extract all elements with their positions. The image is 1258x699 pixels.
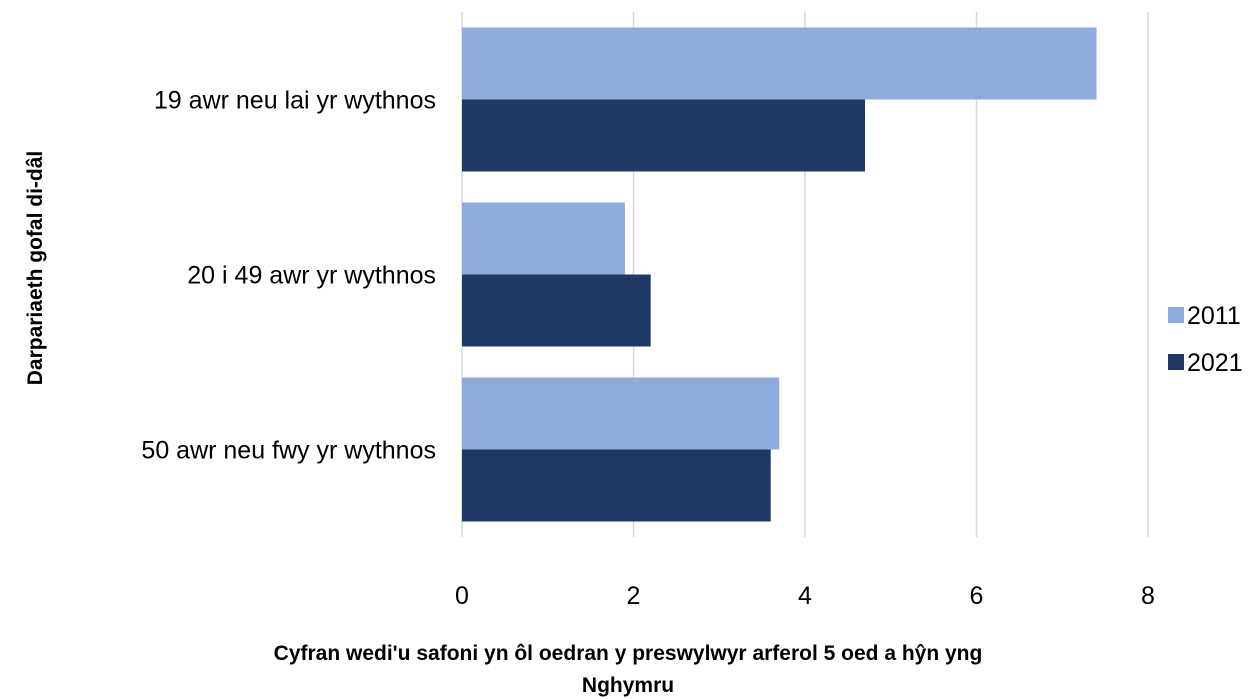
bar-2011-20-i-49-awr-yr-wythnos — [462, 202, 625, 275]
category-label-20-i-49-awr-yr-wythnos: 20 i 49 awr yr wythnos — [187, 262, 436, 290]
legend-swatch-2011 — [1168, 307, 1184, 323]
legend: 2011 2021 — [1168, 302, 1243, 377]
bar-2021-20-i-49-awr-yr-wythnos — [462, 274, 651, 347]
category-label-50-awr-neu-fwy-yr-wythnos: 50 awr neu fwy yr wythnos — [141, 437, 436, 465]
x-tick-labels: 0 2 4 6 8 — [455, 582, 1155, 610]
legend-label-2021: 2021 — [1187, 349, 1243, 377]
y-axis-title: Darpariaeth gofal di-dâl — [24, 151, 47, 386]
x-tick-label-4: 4 — [798, 582, 812, 610]
x-axis-title-line-2: Nghymru — [582, 674, 674, 697]
x-tick-label-2: 2 — [627, 582, 641, 610]
bars — [462, 27, 1097, 522]
x-tick-label-8: 8 — [1141, 582, 1155, 610]
legend-label-2011: 2011 — [1187, 302, 1241, 330]
category-labels: 19 awr neu lai yr wythnos 20 i 49 awr yr … — [141, 87, 436, 465]
bar-2011-19-awr-neu-lai-yr-wythnos — [462, 27, 1097, 100]
bar-2011-50-awr-neu-fwy-yr-wythnos — [462, 377, 780, 450]
x-tick-label-0: 0 — [455, 582, 469, 610]
x-axis-title-line-1: Cyfran wedi'u safoni yn ôl oedran y pres… — [274, 642, 983, 665]
legend-swatch-2021 — [1168, 354, 1184, 370]
x-axis-title: Cyfran wedi'u safoni yn ôl oedran y pres… — [274, 642, 983, 697]
category-label-19-awr-neu-lai-yr-wythnos: 19 awr neu lai yr wythnos — [154, 87, 436, 115]
bar-2021-19-awr-neu-lai-yr-wythnos — [462, 99, 866, 172]
x-tick-label-6: 6 — [970, 582, 984, 610]
bar-2021-50-awr-neu-fwy-yr-wythnos — [462, 449, 771, 522]
